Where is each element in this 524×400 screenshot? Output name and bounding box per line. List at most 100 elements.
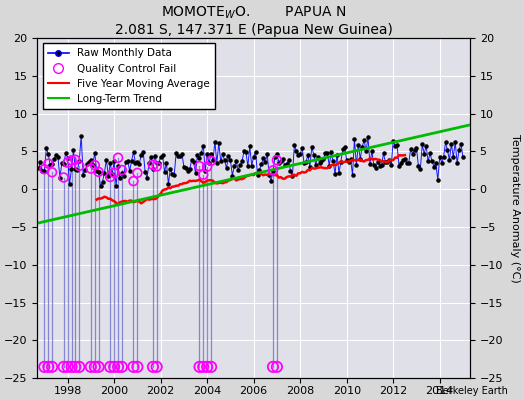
Point	[352, 162, 361, 168]
Point	[222, 165, 231, 172]
Point	[221, 157, 229, 164]
Point	[172, 150, 180, 156]
Point	[441, 139, 450, 146]
Point	[60, 160, 68, 167]
Point	[86, 165, 95, 172]
Point	[255, 167, 264, 173]
Point	[422, 143, 430, 149]
Point	[67, 166, 75, 172]
Point	[164, 181, 172, 187]
Point	[308, 144, 316, 150]
Point	[401, 156, 409, 162]
Point	[40, 364, 49, 370]
Point	[63, 154, 72, 161]
Point	[89, 162, 97, 168]
Point	[127, 158, 136, 164]
Point	[249, 153, 258, 160]
Point	[433, 177, 442, 183]
Point	[91, 364, 99, 370]
Point	[133, 364, 141, 370]
Point	[246, 143, 254, 150]
Point	[189, 159, 198, 165]
Point	[110, 158, 118, 165]
Point	[129, 178, 138, 184]
Point	[191, 170, 200, 176]
Point	[430, 163, 438, 170]
Point	[329, 158, 337, 164]
Point	[63, 364, 72, 370]
Point	[335, 170, 343, 176]
Point	[155, 160, 163, 166]
Point	[331, 170, 339, 177]
Point	[364, 134, 372, 141]
Point	[269, 168, 277, 174]
Point	[209, 157, 217, 163]
Point	[457, 140, 465, 147]
Point	[377, 162, 386, 168]
Point	[234, 166, 243, 173]
Point	[178, 150, 186, 157]
Point	[44, 160, 52, 167]
Point	[453, 160, 461, 166]
Point	[193, 152, 202, 158]
Point	[75, 158, 83, 164]
Point	[374, 158, 382, 165]
Point	[71, 364, 80, 370]
Point	[238, 158, 246, 164]
Point	[292, 148, 300, 154]
Point	[133, 158, 141, 165]
Point	[160, 168, 169, 175]
Point	[152, 160, 161, 167]
Point	[426, 150, 434, 156]
Point	[133, 170, 141, 176]
Point	[252, 149, 260, 156]
Point	[50, 156, 58, 162]
Point	[449, 154, 457, 160]
Point	[381, 159, 390, 166]
Point	[282, 160, 291, 167]
Point	[438, 159, 446, 166]
Point	[368, 148, 376, 154]
Point	[152, 163, 161, 170]
Point	[279, 156, 287, 162]
Point	[369, 162, 378, 168]
Point	[117, 364, 126, 370]
Point	[117, 167, 126, 173]
Point	[170, 172, 178, 178]
Point	[116, 175, 124, 182]
Point	[36, 159, 45, 165]
Point	[139, 148, 147, 155]
Point	[280, 162, 289, 169]
Point	[432, 160, 440, 166]
Point	[445, 157, 454, 163]
Point	[416, 166, 424, 172]
Point	[83, 161, 91, 167]
Point	[327, 149, 335, 155]
Point	[75, 163, 83, 169]
Point	[418, 141, 427, 148]
Point	[158, 152, 167, 159]
Point	[375, 162, 384, 169]
Point	[110, 170, 118, 176]
Point	[265, 172, 274, 178]
Point	[52, 152, 60, 158]
Point	[339, 146, 347, 152]
Point	[219, 151, 227, 158]
Point	[333, 152, 341, 158]
Point	[85, 159, 93, 166]
Point	[407, 146, 415, 152]
Point	[275, 159, 283, 166]
Point	[71, 156, 80, 163]
Point	[48, 364, 56, 370]
Point	[182, 165, 190, 171]
Point	[110, 364, 118, 370]
Point	[285, 157, 293, 163]
Point	[149, 162, 157, 168]
Point	[435, 154, 444, 160]
Point	[224, 153, 233, 159]
Point	[420, 151, 429, 157]
Point	[122, 158, 130, 165]
Point	[207, 158, 215, 164]
Point	[269, 167, 277, 174]
Point	[451, 139, 460, 146]
